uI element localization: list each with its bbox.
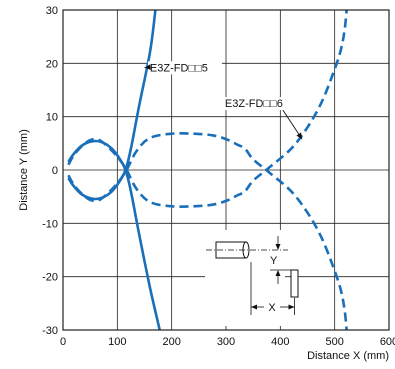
label-arrowhead [296,132,303,140]
x-axis-title: Distance X (mm) [307,350,389,362]
y-axis-title: Distance Y (mm) [18,129,30,211]
x-tick-label: 400 [271,336,289,348]
y-tick-label: -10 [42,218,58,230]
curve-label-backdrop [222,97,297,111]
series-line-2 [67,9,348,208]
curve-labels: E3Z-FD□□5 E3Z-FD□□6 [144,61,303,140]
y-tick-label: -30 [42,325,58,337]
y-tick-label: 0 [52,165,58,177]
x-dim-arrowhead-right [288,304,295,310]
x-dim-arrowhead-left [251,304,257,310]
x-tick-label: 100 [108,336,126,348]
inset-x-label: X [268,302,276,314]
series-line-1 [67,9,157,201]
y-tick-label: 10 [46,112,58,124]
x-tick-label: 300 [217,336,235,348]
y-dim-arrowhead-top [275,244,281,250]
tick-labels: 01002003004005006003020100-10-20-30 [42,5,395,348]
target-object [290,269,299,298]
x-tick-label: 200 [162,336,180,348]
curve-label-1: E3Z-FD□□5 [150,62,208,74]
y-tick-label: 30 [46,5,58,17]
series-line-2 [67,132,348,331]
curve-label-backdrop [147,61,222,75]
label-arrowhead [144,64,151,70]
x-tick-label: 0 [60,336,66,348]
x-tick-label: 500 [325,336,343,348]
plot-frame [62,9,390,331]
y-tick-label: 20 [46,58,58,70]
x-tick-label: 600 [380,336,395,348]
y-dim-arrowhead-bottom [275,270,281,276]
y-tick-label: -20 [42,272,58,284]
curve-label-2: E3Z-FD□□6 [225,98,283,110]
series-layer [67,9,348,331]
inset-y-label: Y [270,255,278,267]
sensor-setup-diagram: YX [205,230,299,326]
series-line-1 [67,139,161,331]
